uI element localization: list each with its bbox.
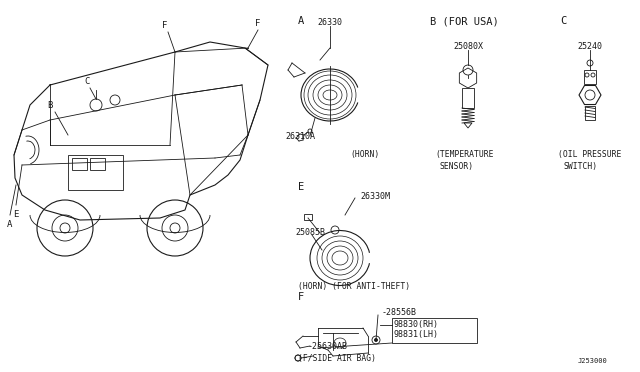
Text: (TEMPERATURE: (TEMPERATURE — [435, 150, 493, 159]
Bar — [392, 318, 477, 343]
Text: 26310A: 26310A — [285, 132, 315, 141]
Text: (OIL PRESSURE: (OIL PRESSURE — [558, 150, 621, 159]
Text: C: C — [560, 16, 566, 26]
Text: 25240: 25240 — [577, 42, 602, 51]
Text: (F/SIDE AIR BAG): (F/SIDE AIR BAG) — [298, 354, 376, 363]
Text: B (FOR USA): B (FOR USA) — [430, 16, 499, 26]
Text: A: A — [298, 16, 304, 26]
Bar — [462, 88, 474, 108]
Text: (HORN) (FOR ANTI-THEFT): (HORN) (FOR ANTI-THEFT) — [298, 282, 410, 291]
Text: SENSOR): SENSOR) — [440, 162, 474, 171]
Text: (HORN): (HORN) — [350, 150, 380, 159]
Text: F: F — [255, 19, 260, 28]
Circle shape — [374, 339, 378, 341]
Bar — [90, 158, 105, 170]
Bar — [72, 158, 87, 170]
Text: 25080X: 25080X — [453, 42, 483, 51]
Bar — [585, 106, 595, 120]
Text: 98830(RH): 98830(RH) — [394, 320, 439, 329]
Text: E: E — [298, 182, 304, 192]
Text: J253000: J253000 — [578, 358, 608, 364]
Bar — [304, 214, 312, 220]
Text: F: F — [298, 292, 304, 302]
Text: 25085B: 25085B — [295, 228, 325, 237]
Text: C: C — [84, 77, 90, 86]
Text: -25630AB: -25630AB — [308, 342, 348, 351]
Bar — [68, 155, 123, 190]
Text: 26330M: 26330M — [360, 192, 390, 201]
Text: A: A — [7, 220, 12, 229]
Text: SWITCH): SWITCH) — [563, 162, 597, 171]
Text: -28556B: -28556B — [382, 308, 417, 317]
Text: 98831(LH): 98831(LH) — [394, 330, 439, 339]
Text: 26330: 26330 — [317, 18, 342, 27]
Text: E: E — [13, 210, 19, 219]
Bar — [584, 70, 596, 84]
Text: F: F — [163, 21, 168, 30]
Text: B: B — [47, 101, 52, 110]
